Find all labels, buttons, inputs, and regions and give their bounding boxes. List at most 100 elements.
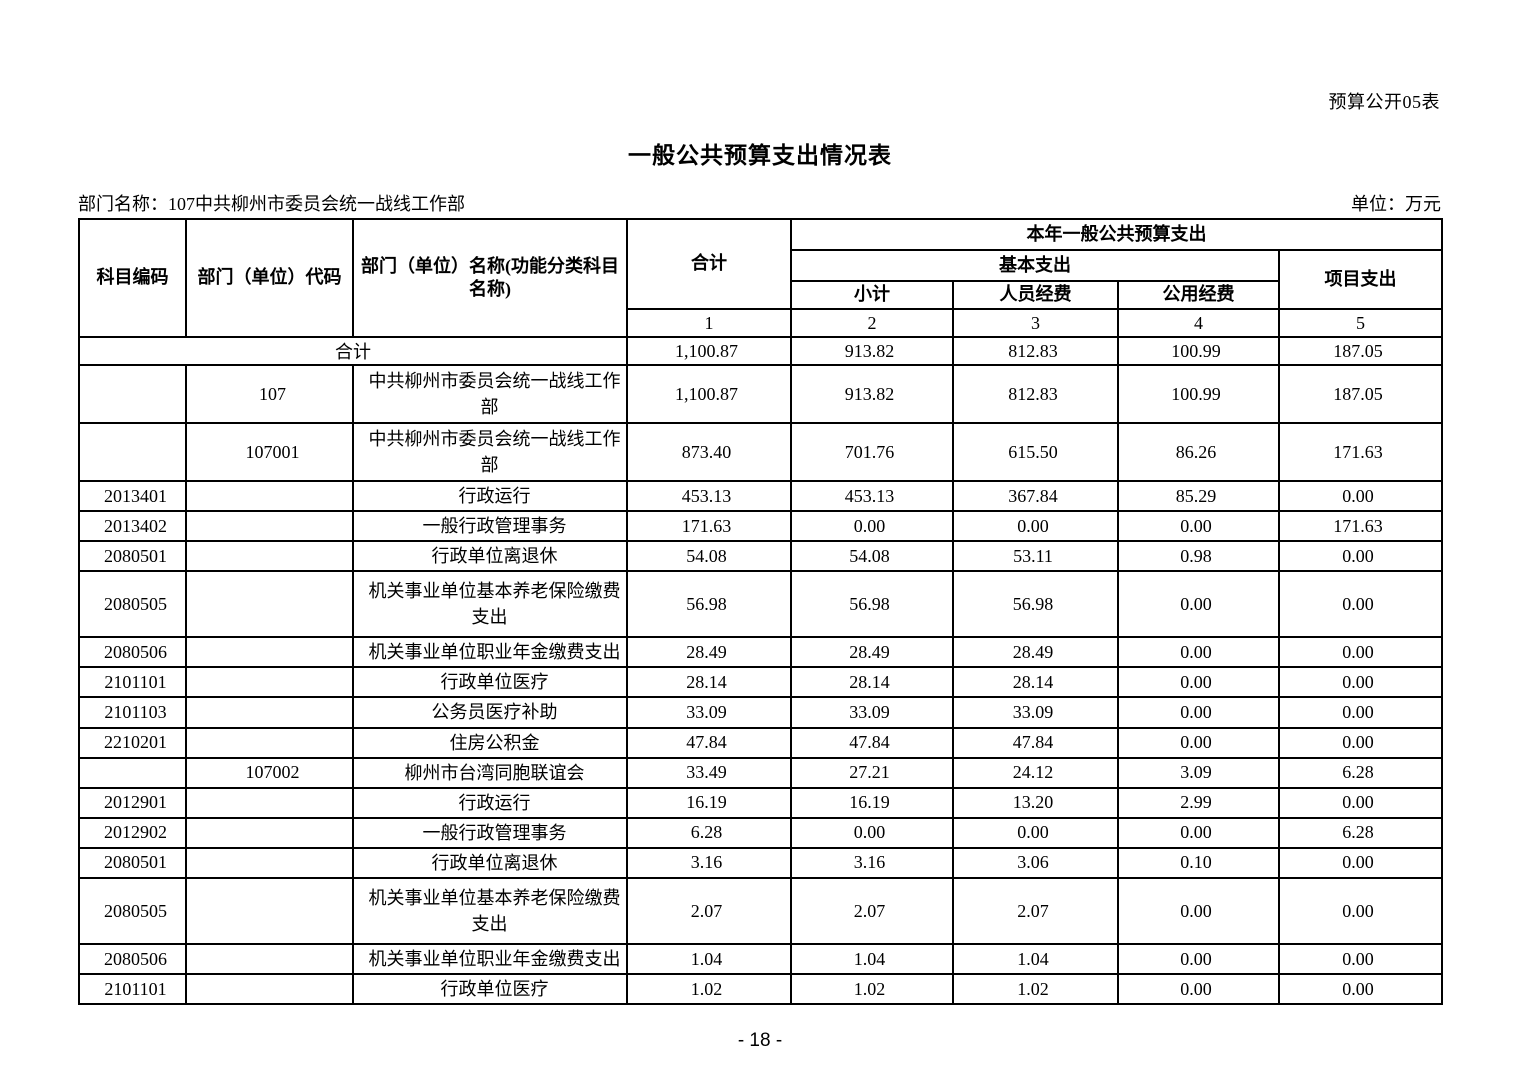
amount-cell: 453.13 xyxy=(626,479,792,513)
subject-code-cell: 2080501 xyxy=(78,540,187,573)
amount-cell: 0.00 xyxy=(1278,973,1443,1006)
amount-cell: 47.84 xyxy=(626,726,792,759)
amount-cell: 0.00 xyxy=(1278,666,1443,699)
amount-cell: 3.16 xyxy=(790,846,954,880)
amount-cell: 0.00 xyxy=(1278,479,1443,513)
header-dept-code: 部门（单位）代码 xyxy=(185,218,354,338)
amount-cell: 1,100.87 xyxy=(626,336,792,366)
dept-name-cell: 机关事业单位职业年金缴费支出 xyxy=(352,636,628,669)
amount-cell: 913.82 xyxy=(790,364,954,424)
amount-cell: 3.06 xyxy=(952,846,1119,880)
table-row: 2013402 一般行政管理事务 171.63 0.00 0.00 0.00 171.63 xyxy=(78,510,1443,543)
amount-cell: 100.99 xyxy=(1117,336,1280,366)
amount-cell: 701.76 xyxy=(790,422,954,482)
dept-code-cell: 107001 xyxy=(185,422,354,482)
dept-name-cell: 一般行政管理事务 xyxy=(352,510,628,543)
dept-code-cell: 107 xyxy=(185,364,354,424)
amount-cell: 0.00 xyxy=(1117,877,1280,946)
amount-cell: 0.00 xyxy=(1117,943,1280,976)
dept-code-cell xyxy=(185,696,354,729)
dept-code-cell xyxy=(185,877,354,946)
dept-name-cell: 柳州市台湾同胞联谊会 xyxy=(352,756,628,789)
amount-cell: 33.09 xyxy=(790,696,954,729)
dept-name-cell: 住房公积金 xyxy=(352,726,628,759)
subject-code-cell xyxy=(78,422,187,482)
amount-cell: 2.99 xyxy=(1117,786,1280,819)
amount-cell: 0.00 xyxy=(1117,726,1280,759)
table-row: 2080506 机关事业单位职业年金缴费支出 28.49 28.49 28.49 0.00… xyxy=(78,636,1443,669)
amount-cell: 33.09 xyxy=(952,696,1119,729)
doc-sheet-label: 预算公开05表 xyxy=(1328,92,1440,112)
amount-cell: 0.00 xyxy=(1278,877,1443,946)
subject-code-cell: 2080505 xyxy=(78,570,187,639)
amount-cell: 0.00 xyxy=(790,510,954,543)
amount-cell: 28.49 xyxy=(790,636,954,669)
subject-code-cell xyxy=(78,364,187,424)
dept-code-cell xyxy=(185,786,354,819)
table-row: 2101101 行政单位医疗 28.14 28.14 28.14 0.00 0.00 xyxy=(78,666,1443,699)
table-meta-row: 部门名称：107中共柳州市委员会统一战线工作部 单位：万元 xyxy=(78,190,1441,216)
amount-cell: 0.00 xyxy=(1278,696,1443,729)
amount-cell: 187.05 xyxy=(1278,336,1443,366)
table-row: 2101101 行政单位医疗 1.02 1.02 1.02 0.00 0.00 xyxy=(78,973,1443,1006)
table-row: 2080501 行政单位离退休 54.08 54.08 53.11 0.98 0.00 xyxy=(78,540,1443,573)
subject-code-cell: 2080506 xyxy=(78,636,187,669)
amount-cell: 873.40 xyxy=(626,422,792,482)
page-title: 一般公共预算支出情况表 xyxy=(628,143,892,168)
total-label-cell: 合计 xyxy=(78,336,628,366)
dept-code-cell xyxy=(185,666,354,699)
dept-name-cell: 行政单位离退休 xyxy=(352,540,628,573)
header-row-1: 科目编码 部门（单位）代码 部门（单位）名称(功能分类科目名称) 合计 本年一般… xyxy=(78,218,1443,338)
amount-cell: 47.84 xyxy=(952,726,1119,759)
dept-name-cell: 行政单位医疗 xyxy=(352,973,628,1006)
table-row: 2013401 行政运行 453.13 453.13 367.84 85.29 0.00 xyxy=(78,479,1443,513)
amount-cell: 0.00 xyxy=(952,510,1119,543)
amount-cell: 171.63 xyxy=(1278,422,1443,482)
amount-cell: 85.29 xyxy=(1117,479,1280,513)
dept-code-cell xyxy=(185,726,354,759)
col-number-3: 3 xyxy=(952,308,1119,338)
table-row: 2012902 一般行政管理事务 6.28 0.00 0.00 0.00 6.28 xyxy=(78,816,1443,849)
amount-cell: 6.28 xyxy=(1278,816,1443,849)
subject-code-cell: 2101101 xyxy=(78,973,187,1006)
amount-cell: 367.84 xyxy=(952,479,1119,513)
dept-code-cell xyxy=(185,636,354,669)
dept-code-cell xyxy=(185,510,354,543)
amount-cell: 56.98 xyxy=(790,570,954,639)
table-row: 107001 中共柳州市委员会统一战线工作部 873.40 701.76 615.50 8… xyxy=(78,422,1443,482)
dept-name-cell: 机关事业单位基本养老保险缴费支出 xyxy=(352,570,628,639)
amount-cell: 913.82 xyxy=(790,336,954,366)
amount-cell: 0.00 xyxy=(1278,726,1443,759)
amount-cell: 615.50 xyxy=(952,422,1119,482)
amount-cell: 2.07 xyxy=(790,877,954,946)
amount-cell: 0.98 xyxy=(1117,540,1280,573)
dept-name-cell: 行政运行 xyxy=(352,786,628,819)
amount-cell: 0.10 xyxy=(1117,846,1280,880)
page-number: - 18 - xyxy=(737,1030,783,1051)
amount-cell: 53.11 xyxy=(952,540,1119,573)
dept-name-cell: 中共柳州市委员会统一战线工作部 xyxy=(352,364,628,424)
amount-cell: 33.09 xyxy=(626,696,792,729)
dept-code-cell xyxy=(185,943,354,976)
table-row: 2101103 公务员医疗补助 33.09 33.09 33.09 0.00 0.00 xyxy=(78,696,1443,729)
header-subject-code: 科目编码 xyxy=(78,218,187,338)
amount-cell: 0.00 xyxy=(1278,786,1443,819)
amount-cell: 0.00 xyxy=(790,816,954,849)
amount-cell: 13.20 xyxy=(952,786,1119,819)
amount-cell: 0.00 xyxy=(1117,666,1280,699)
amount-cell: 812.83 xyxy=(952,336,1119,366)
dept-code-cell xyxy=(185,540,354,573)
amount-cell: 86.26 xyxy=(1117,422,1280,482)
dept-code-cell xyxy=(185,846,354,880)
col-number-4: 4 xyxy=(1117,308,1280,338)
amount-cell: 47.84 xyxy=(790,726,954,759)
amount-cell: 1.04 xyxy=(952,943,1119,976)
table-row: 2012901 行政运行 16.19 16.19 13.20 2.99 0.00 xyxy=(78,786,1443,819)
subject-code-cell: 2080501 xyxy=(78,846,187,880)
grand-total-row: 合计 1,100.87 913.82 812.83 100.99 187.05 xyxy=(78,336,1443,366)
amount-cell: 1.02 xyxy=(626,973,792,1006)
table-row: 2080505 机关事业单位基本养老保险缴费支出 2.07 2.07 2.07 0.00 0… xyxy=(78,877,1443,946)
amount-cell: 0.00 xyxy=(1117,696,1280,729)
subject-code-cell: 2080505 xyxy=(78,877,187,946)
amount-cell: 16.19 xyxy=(626,786,792,819)
